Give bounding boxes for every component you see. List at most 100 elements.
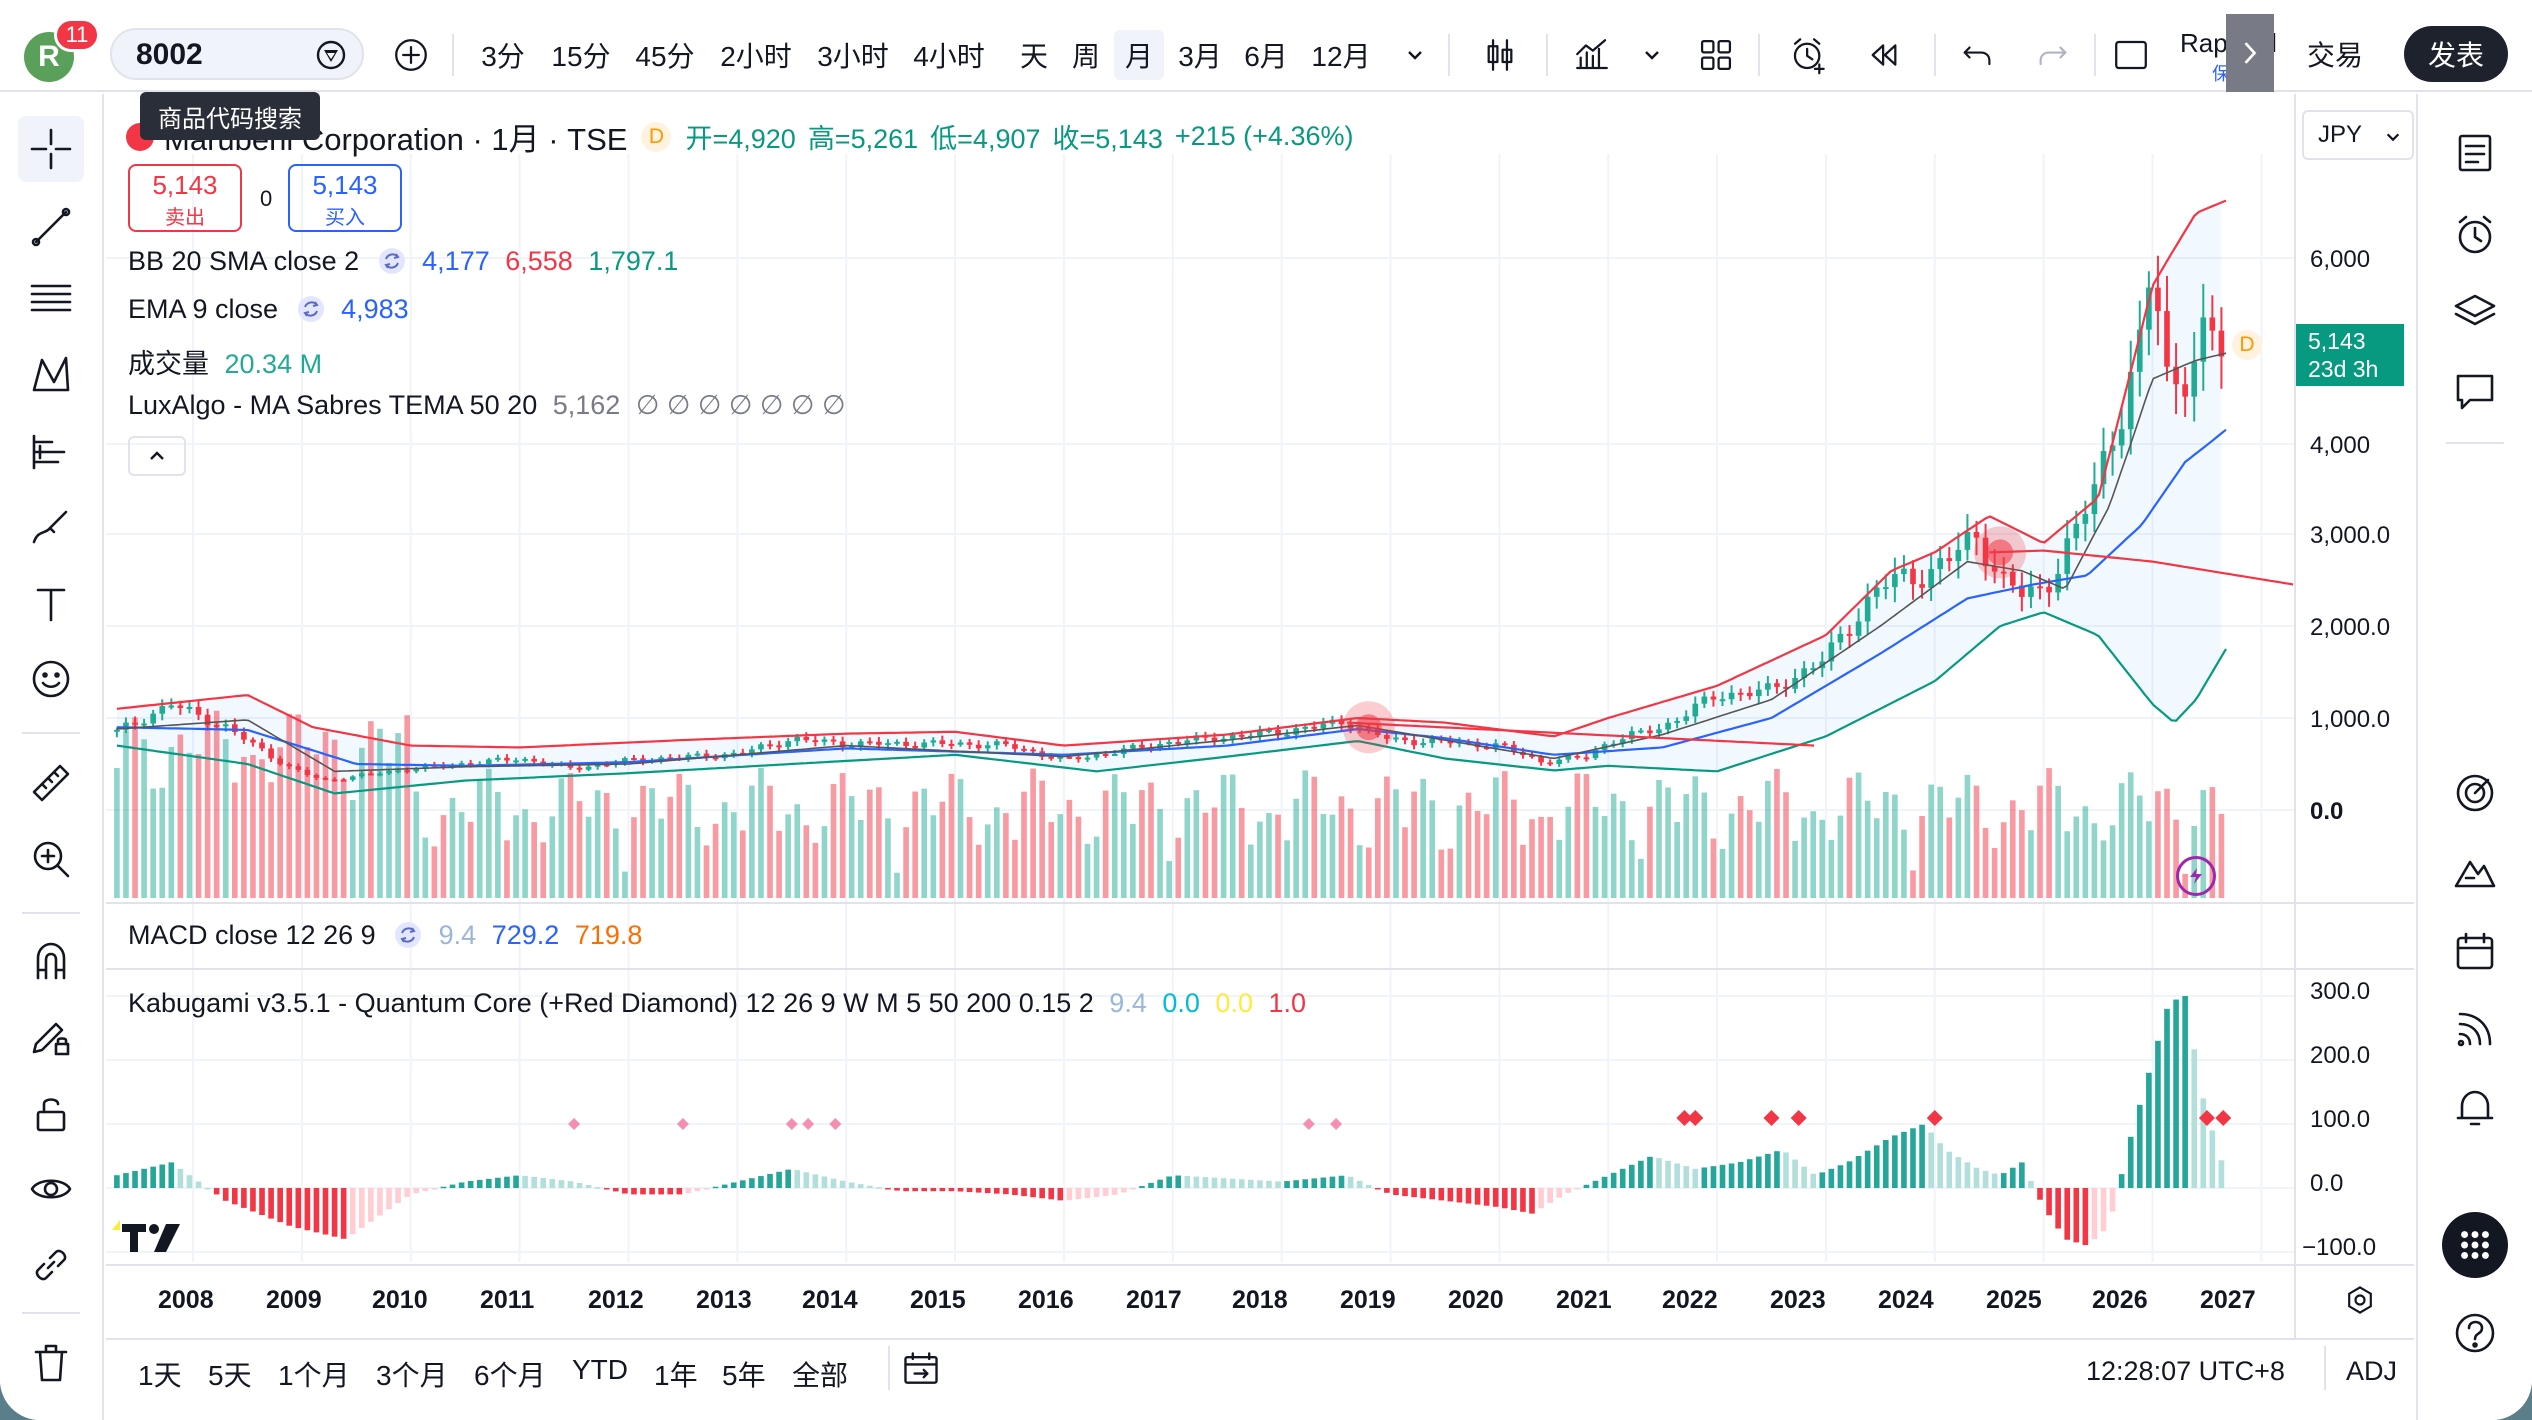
symbol-search-input[interactable]: 8002 — [110, 28, 364, 80]
volume-bar — [848, 796, 855, 898]
object-tree-button[interactable] — [2442, 280, 2508, 346]
events-button[interactable] — [2176, 856, 2216, 896]
crosshair-tool[interactable] — [18, 116, 84, 182]
notifications-button[interactable] — [2442, 1074, 2508, 1140]
volume-bar — [1374, 798, 1381, 898]
chart-type-button[interactable] — [1472, 30, 1528, 80]
undo-button[interactable] — [1952, 30, 2002, 80]
hotlist-button[interactable] — [2442, 760, 2508, 826]
apps-button[interactable] — [2442, 1212, 2508, 1278]
lock-drawings-tool[interactable] — [18, 1004, 84, 1070]
interval-day[interactable]: 天 — [1019, 41, 1048, 72]
range-5y[interactable]: 5年 — [722, 1360, 766, 1391]
range-3m[interactable]: 3个月 — [376, 1360, 448, 1391]
brush-tool[interactable] — [18, 494, 84, 560]
legend-volume[interactable]: 成交量 20.34 M — [128, 342, 322, 381]
pattern-tool[interactable] — [18, 342, 84, 408]
pane-divider[interactable] — [106, 902, 2414, 904]
interval-3month[interactable]: 3月 — [1178, 41, 1222, 72]
volume-bar — [1538, 816, 1544, 898]
pane-divider[interactable] — [106, 968, 2414, 970]
emoji-tool[interactable] — [18, 646, 84, 712]
interval-6month[interactable]: 6月 — [1244, 41, 1288, 72]
tradingview-logo[interactable] — [108, 1210, 194, 1258]
candle-body — [2146, 287, 2152, 330]
chat-button[interactable] — [2442, 358, 2508, 424]
candle-body — [2155, 287, 2161, 312]
buy-button[interactable]: 5,143 买入 — [288, 164, 402, 232]
range-ytd[interactable]: YTD — [572, 1354, 628, 1385]
collapse-legend-button[interactable] — [128, 436, 186, 476]
prediction-tool[interactable] — [18, 418, 84, 484]
legend-luxalgo[interactable]: LuxAlgo - MA Sabres TEMA 50 20 5,162 ∅ ∅… — [128, 390, 845, 421]
interval-4h[interactable]: 4小时 — [913, 41, 985, 72]
interval-month[interactable]: 月 — [1114, 30, 1164, 80]
chat-icon — [2456, 374, 2494, 410]
measure-tool[interactable] — [18, 750, 84, 816]
ideas-button[interactable] — [2442, 838, 2508, 904]
add-symbol-button[interactable] — [386, 30, 436, 80]
range-1y[interactable]: 1年 — [654, 1360, 698, 1391]
adjust-toggle[interactable]: ADJ — [2346, 1356, 2398, 1386]
chart-container[interactable]: Marubeni Corporation · 1月 · TSE D 开=4,92… — [106, 94, 2414, 1414]
interval-week[interactable]: 周 — [1071, 41, 1100, 72]
compare-symbol-icon[interactable] — [314, 38, 348, 72]
dividend-marker[interactable]: D — [2232, 330, 2262, 360]
legend-kabugami[interactable]: Kabugami v3.5.1 - Quantum Core (+Red Dia… — [128, 988, 1306, 1019]
publish-button[interactable]: 发表 — [2404, 26, 2508, 82]
legend-bollinger[interactable]: BB 20 SMA close 2 4,177 6,558 1,797.1 — [128, 246, 678, 277]
text-tool[interactable] — [18, 570, 84, 636]
alerts-button[interactable] — [2442, 202, 2508, 268]
help-button[interactable] — [2442, 1300, 2508, 1366]
volume-bar — [1910, 870, 1916, 898]
calendar-button[interactable] — [2442, 918, 2508, 984]
interval-2h[interactable]: 2小时 — [720, 41, 792, 72]
alert-button[interactable] — [1780, 30, 1836, 80]
volume-bar — [2200, 790, 2207, 898]
trade-button[interactable]: 交易 — [2306, 40, 2363, 71]
sell-button[interactable]: 5,143 卖出 — [128, 164, 242, 232]
clock-timezone[interactable]: 12:28:07 UTC+8 — [2086, 1356, 2285, 1386]
indicators-button[interactable] — [1564, 30, 1620, 80]
volume-bar — [1882, 791, 1889, 898]
interval-3h[interactable]: 3小时 — [817, 41, 889, 72]
range-all[interactable]: 全部 — [792, 1360, 849, 1391]
more-tab-button[interactable] — [2226, 14, 2274, 92]
interval-15m[interactable]: 15分 — [551, 41, 611, 72]
fullscreen-button[interactable] — [2106, 30, 2156, 80]
link-tool[interactable] — [18, 1232, 84, 1298]
histogram-bar — [1365, 1184, 1372, 1188]
range-5d[interactable]: 5天 — [208, 1360, 252, 1391]
legend-ema[interactable]: EMA 9 close 4,983 — [128, 294, 409, 325]
histogram-bar — [1211, 1177, 1218, 1188]
axis-settings-button[interactable] — [2342, 1282, 2378, 1323]
legend-macd[interactable]: MACD close 12 26 9 9.4 729.2 719.8 — [128, 920, 642, 951]
volume-bar — [413, 791, 420, 898]
redo-button[interactable] — [2028, 30, 2078, 80]
interval-dropdown[interactable] — [1394, 30, 1436, 80]
date-range-button[interactable] — [900, 1348, 942, 1395]
range-1m[interactable]: 1个月 — [278, 1360, 350, 1391]
interval-3m[interactable]: 3分 — [481, 41, 525, 72]
indicators-dropdown[interactable] — [1630, 30, 1674, 80]
chart-canvas[interactable] — [106, 94, 2414, 1414]
news-button[interactable] — [2442, 996, 2508, 1062]
histogram-bar — [1302, 1179, 1309, 1188]
interval-12month[interactable]: 12月 — [1311, 41, 1371, 72]
range-1d[interactable]: 1天 — [138, 1360, 182, 1391]
lock-tool[interactable] — [18, 1080, 84, 1146]
watchlist-button[interactable] — [2442, 120, 2508, 186]
range-6m[interactable]: 6个月 — [474, 1360, 546, 1391]
magnet-tool[interactable] — [18, 928, 84, 994]
zoom-tool[interactable] — [18, 826, 84, 892]
layout-button[interactable] — [1688, 30, 1744, 80]
replay-button[interactable] — [1856, 30, 1912, 80]
interval-45m[interactable]: 45分 — [635, 41, 695, 72]
visibility-tool[interactable] — [18, 1156, 84, 1222]
candle-body — [1765, 683, 1771, 690]
trendline-tool[interactable] — [18, 194, 84, 260]
delete-tool[interactable] — [18, 1330, 84, 1396]
currency-select[interactable]: JPY — [2302, 110, 2414, 160]
fib-tool[interactable] — [18, 266, 84, 332]
candle-body — [467, 763, 474, 766]
